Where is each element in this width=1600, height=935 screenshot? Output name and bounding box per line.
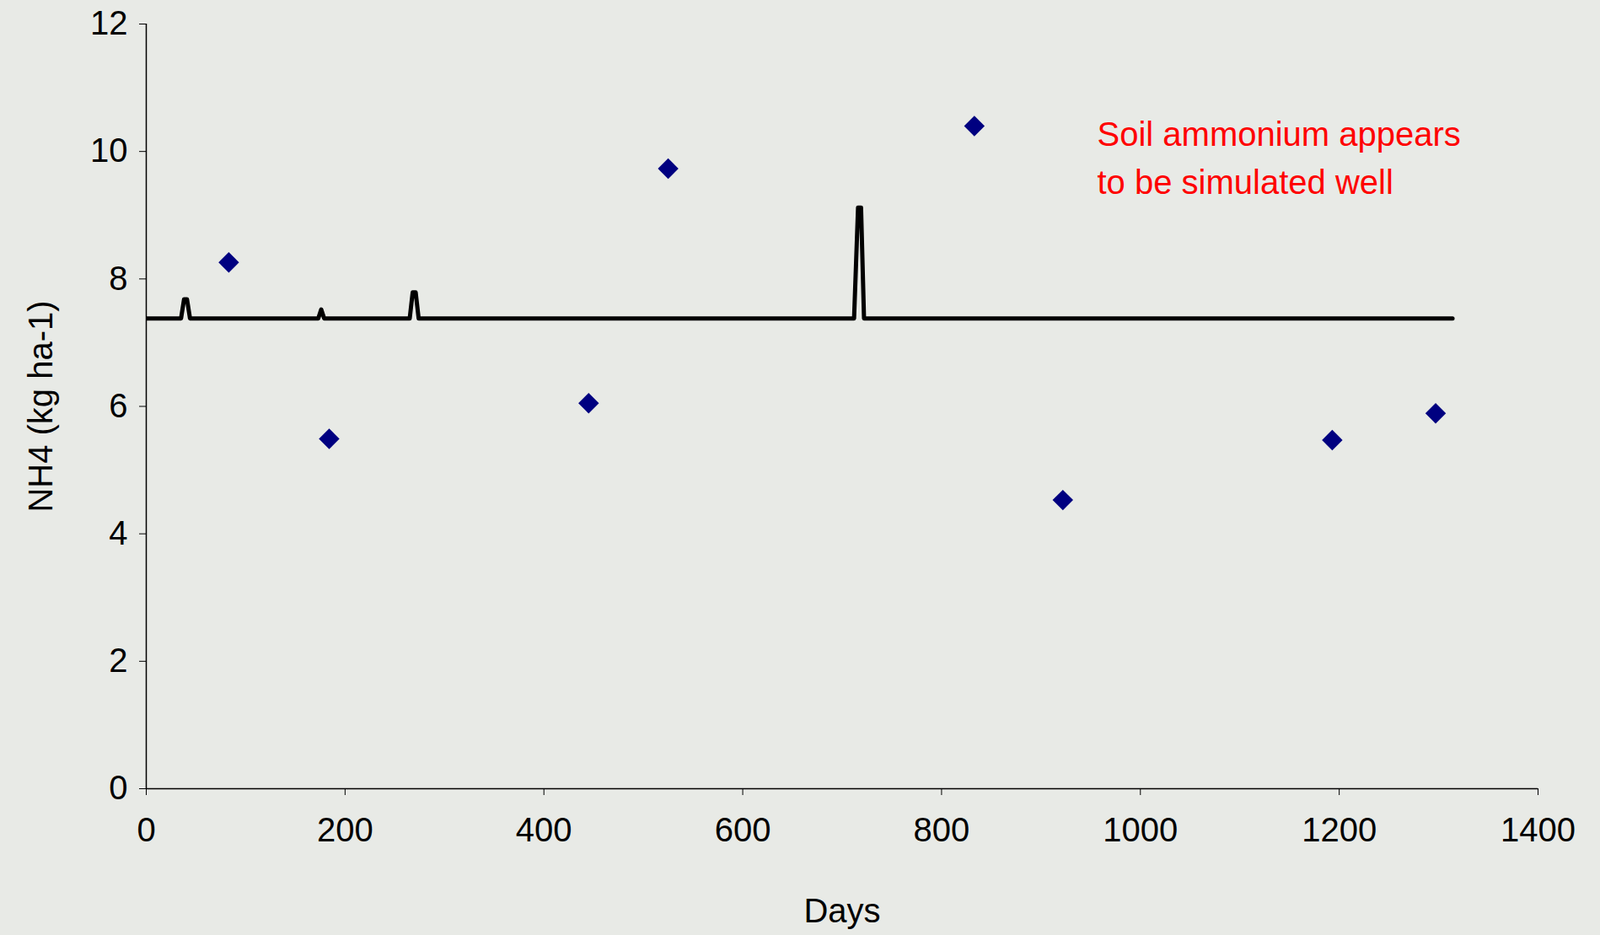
- svg-text:4: 4: [108, 514, 128, 552]
- svg-text:2: 2: [108, 641, 128, 679]
- svg-text:Soil ammonium appearsto be sim: Soil ammonium appearsto be simulated wel…: [1097, 115, 1461, 201]
- svg-text:6: 6: [108, 386, 128, 425]
- svg-text:0: 0: [108, 768, 128, 806]
- svg-text:1200: 1200: [1301, 810, 1377, 849]
- svg-text:800: 800: [913, 810, 971, 849]
- svg-text:10: 10: [90, 131, 129, 169]
- svg-text:1000: 1000: [1102, 810, 1178, 849]
- svg-text:0: 0: [136, 810, 156, 849]
- svg-text:600: 600: [714, 810, 772, 849]
- svg-text:1400: 1400: [1500, 810, 1576, 849]
- svg-text:NH4 (kg ha-1): NH4 (kg ha-1): [21, 300, 60, 512]
- svg-text:200: 200: [316, 810, 374, 849]
- svg-text:400: 400: [515, 810, 573, 849]
- svg-text:8: 8: [108, 259, 128, 297]
- svg-text:12: 12: [90, 4, 129, 42]
- svg-text:Days: Days: [803, 891, 881, 929]
